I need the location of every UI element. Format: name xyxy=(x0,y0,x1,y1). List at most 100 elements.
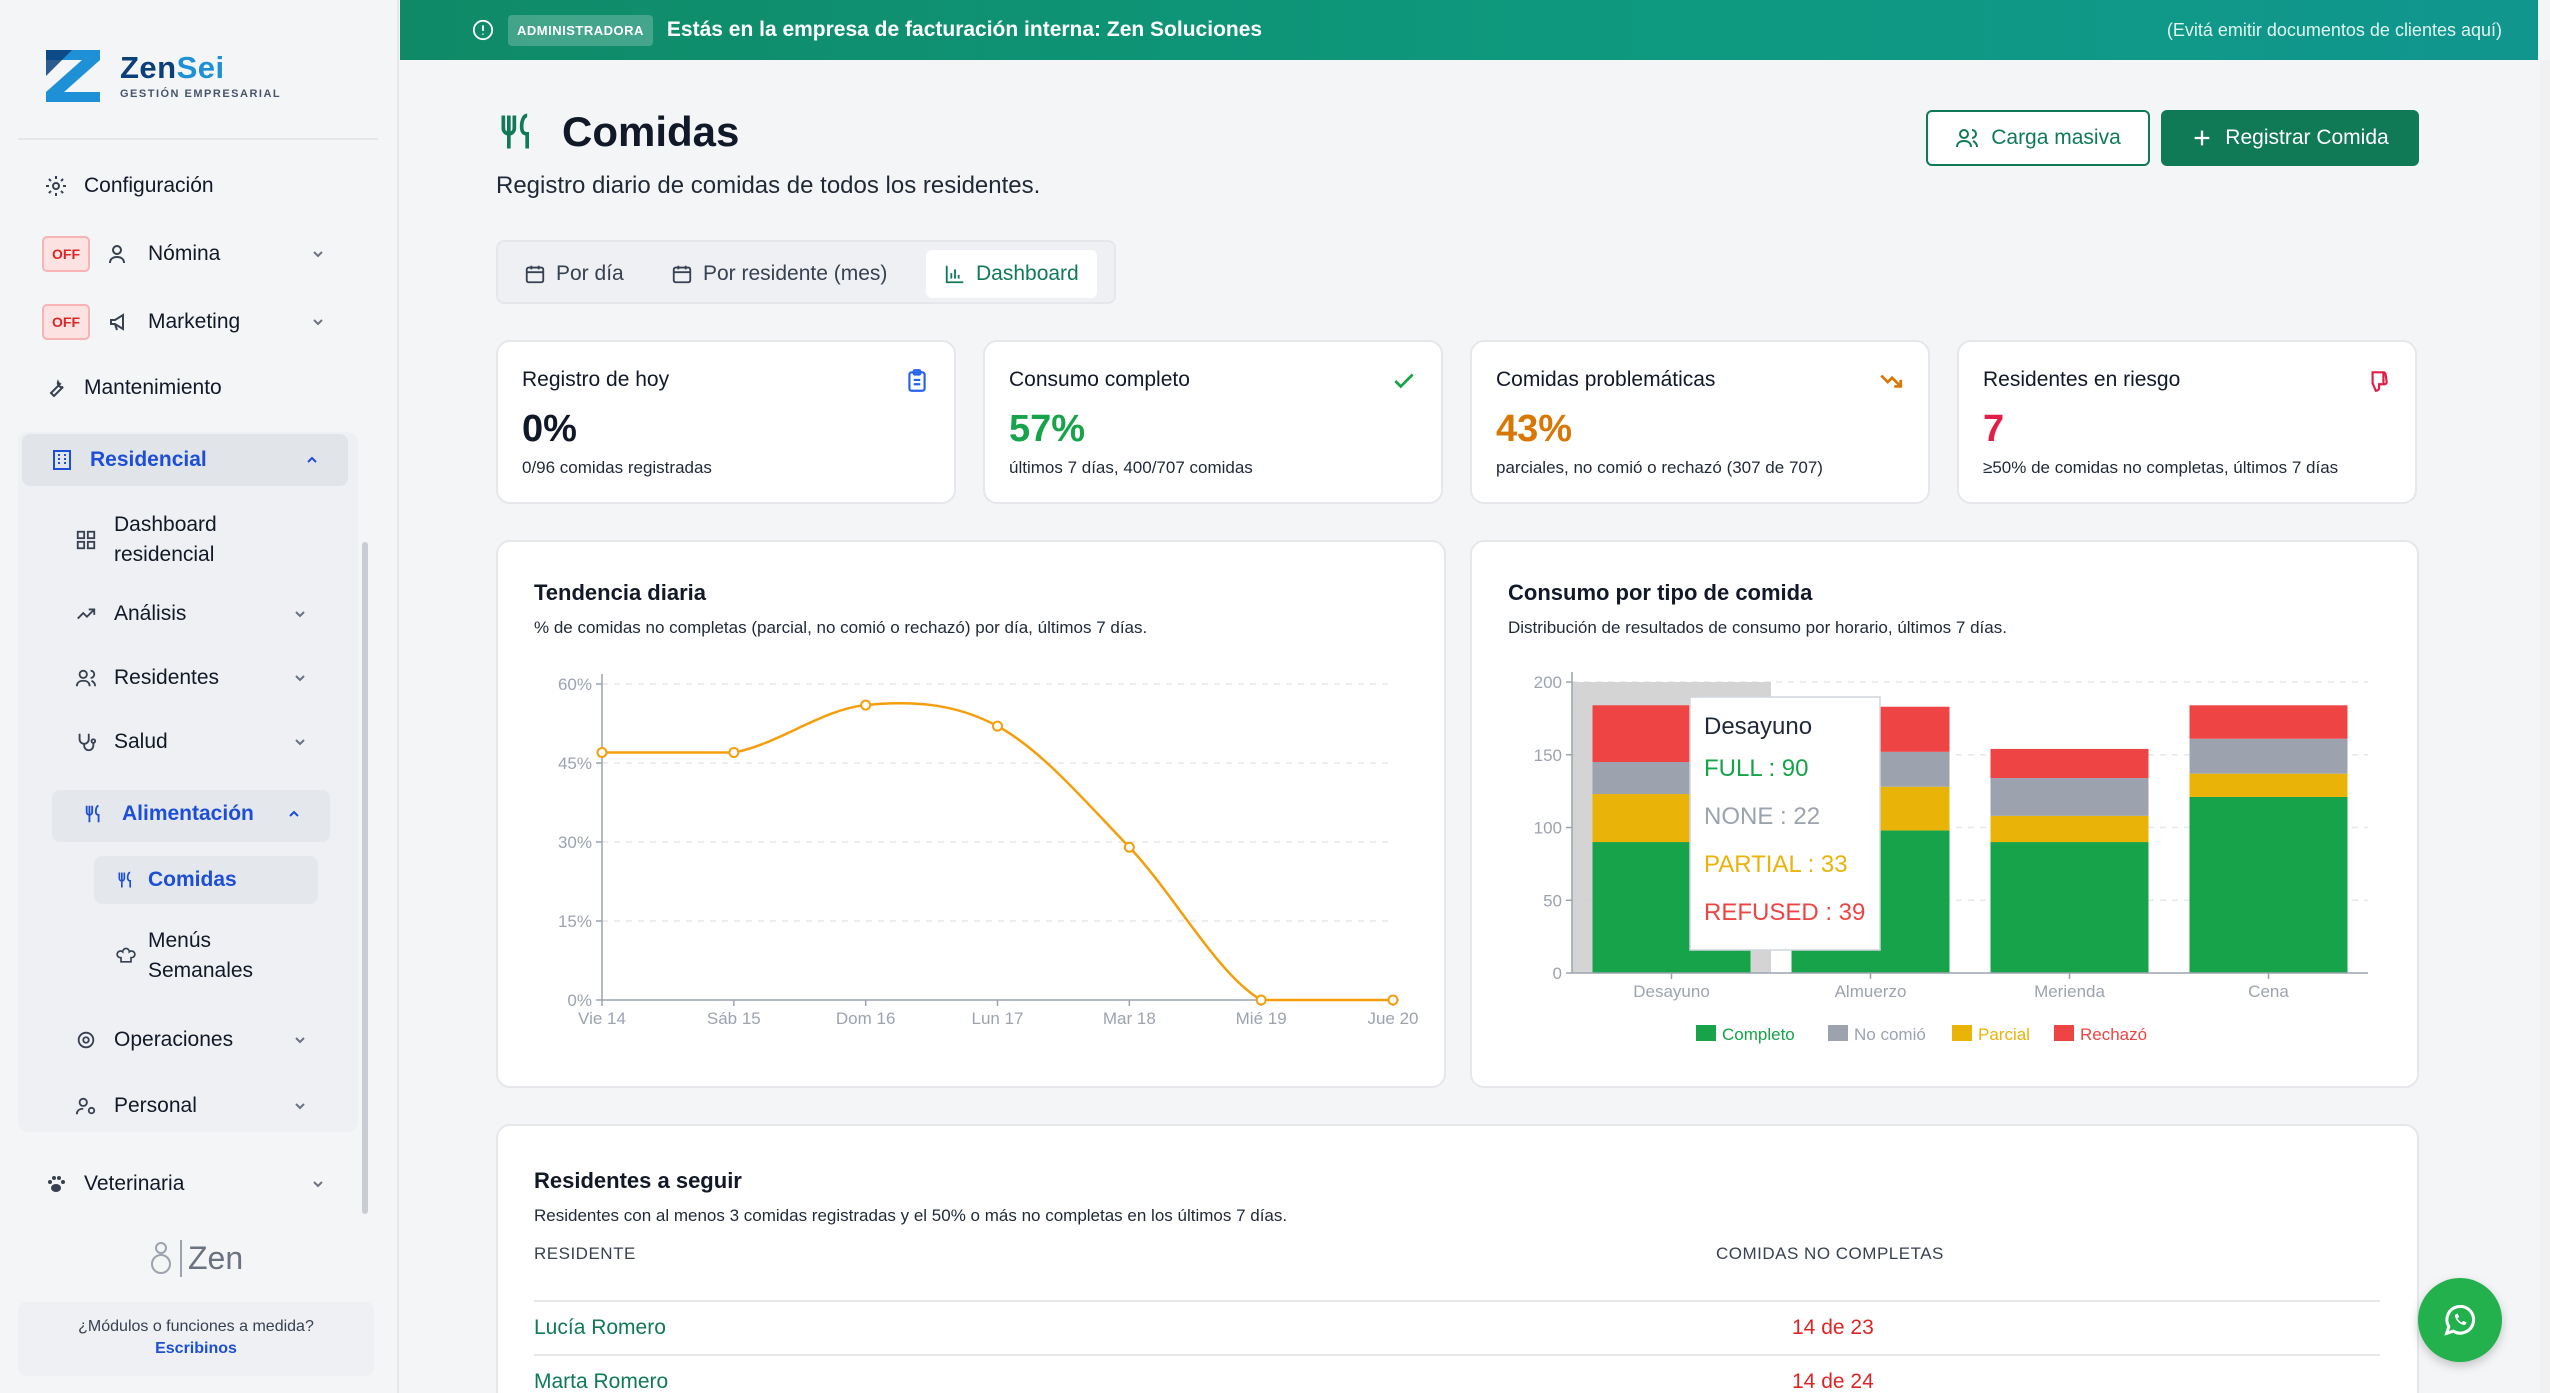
tooltip-line: NONE : 22 xyxy=(1704,803,1820,830)
residencial-header-bg xyxy=(22,434,348,486)
sidebar-item-label: Comidas xyxy=(148,868,237,891)
sidebar-item-configuracion[interactable]: Configuración xyxy=(42,172,214,200)
brand-name-a: Zen xyxy=(120,50,177,85)
gear-icon xyxy=(42,172,70,200)
sidebar-item-residentes[interactable]: Residentes xyxy=(72,664,305,692)
bar-segment xyxy=(2189,738,2348,774)
table-divider xyxy=(534,1300,2380,1302)
chevron-up-icon xyxy=(302,450,322,470)
sidebar-item-label: Residencial xyxy=(90,448,207,471)
kpi-label: Comidas problemáticas xyxy=(1496,368,1716,391)
building-icon xyxy=(48,446,76,474)
brand-name: ZenSei xyxy=(120,50,281,86)
page-scrollbar[interactable] xyxy=(2540,60,2550,1393)
help-link[interactable]: Escribinos xyxy=(155,1340,237,1357)
tab-label: Por residente (mes) xyxy=(703,262,888,285)
bar-segment xyxy=(1990,778,2149,816)
sidebar-item-label: Menús Semanales xyxy=(148,929,254,982)
sidebar: ZenSei GESTIÓN EMPRESARIAL Configuración… xyxy=(0,0,399,1393)
sidebar-item-dashboard-residencial[interactable]: Dashboard residencial xyxy=(72,510,272,570)
sidebar-item-residencial[interactable]: Residencial xyxy=(48,446,317,474)
register-meal-button[interactable]: Registrar Comida xyxy=(2161,110,2419,166)
trend-point xyxy=(728,746,740,758)
brand-subtitle: GESTIÓN EMPRESARIAL xyxy=(120,88,282,100)
comidas-active-bg xyxy=(94,856,318,904)
legend-swatch xyxy=(2054,1025,2074,1041)
x-tick-label: Cena xyxy=(2248,982,2289,1001)
off-badge: OFF xyxy=(42,236,90,272)
page-title-text: Comidas xyxy=(562,108,740,155)
chevron-down-icon xyxy=(290,668,310,688)
x-tick-label: Jue 20 xyxy=(1367,1009,1418,1028)
sidebar-item-operaciones[interactable]: Operaciones xyxy=(72,1026,305,1054)
sidebar-item-comidas[interactable]: Comidas xyxy=(112,866,237,894)
bar-segment xyxy=(1990,842,2149,973)
users-icon xyxy=(1955,126,1979,150)
resident-name-link[interactable]: Marta Romero xyxy=(534,1370,669,1393)
resident-name-link[interactable]: Lucía Romero xyxy=(534,1316,666,1339)
bar-segment xyxy=(1990,815,2149,843)
utensils-icon xyxy=(80,800,108,828)
sidebar-item-salud[interactable]: Salud xyxy=(72,728,305,756)
sidebar-item-marketing[interactable]: OFF Marketing xyxy=(42,304,323,340)
page-title: Comidas xyxy=(496,108,739,156)
off-badge: OFF xyxy=(42,304,90,340)
trend-point xyxy=(596,746,608,758)
trend-series-line xyxy=(602,701,1393,1002)
legend-label: Parcial xyxy=(1978,1025,2030,1044)
sidebar-item-menus-semanales[interactable]: Menús Semanales xyxy=(112,926,278,986)
card-subtitle: Distribución de resultados de consumo po… xyxy=(1508,618,2007,637)
calendar-icon xyxy=(672,265,692,284)
column-header-residente: RESIDENTE xyxy=(534,1244,636,1263)
kpi-value: 43% xyxy=(1496,408,1573,450)
sidebar-item-veterinaria[interactable]: Veterinaria xyxy=(42,1170,323,1198)
y-tick-label: 0% xyxy=(567,991,592,1010)
trend-card: Tendencia diaria % de comidas no complet… xyxy=(496,540,1446,1088)
legend-swatch xyxy=(1696,1025,1716,1041)
brand-logo[interactable]: ZenSei GESTIÓN EMPRESARIAL xyxy=(42,46,281,104)
trend-line-chart: 0% 15% 30% 45% 60% Vie 14 Sáb 15 Dom 16 Lun 17 Ma… xyxy=(558,674,1419,1028)
bar-segment xyxy=(2189,705,2348,739)
check-icon xyxy=(1391,368,1417,394)
sidebar-item-personal[interactable]: Personal xyxy=(72,1092,305,1120)
sidebar-item-label: Personal xyxy=(114,1094,197,1117)
bar-segment xyxy=(2189,773,2348,797)
x-tick-label: Almuerzo xyxy=(1835,982,1907,1001)
trend-point xyxy=(1123,841,1135,853)
bar-segment xyxy=(2189,796,2348,973)
users-icon xyxy=(72,664,100,692)
kpi-registro-hoy: Registro de hoy 0% 0/96 comidas registra… xyxy=(496,340,956,504)
sidebar-item-analisis[interactable]: Análisis xyxy=(72,600,305,628)
whatsapp-button[interactable] xyxy=(2418,1278,2502,1362)
tab-por-dia[interactable]: Por día xyxy=(506,250,642,298)
sidebar-item-label: Alimentación xyxy=(122,802,254,825)
legend-swatch xyxy=(1828,1025,1848,1041)
x-tick-label: Vie 14 xyxy=(578,1009,626,1028)
tooltip-title: Desayuno xyxy=(1704,713,1812,740)
tab-dashboard[interactable]: Dashboard xyxy=(926,250,1097,298)
kpi-description: últimos 7 días, 400/707 comidas xyxy=(1009,458,1253,477)
bulk-upload-label: Carga masiva xyxy=(1991,126,2121,149)
kpi-consumo-completo: Consumo completo 57% últimos 7 días, 400… xyxy=(983,340,1443,504)
paw-icon xyxy=(42,1170,70,1198)
sidebar-item-alimentacion[interactable]: Alimentación xyxy=(80,800,299,828)
y-tick-label: 100 xyxy=(1534,819,1562,838)
clipboard-icon xyxy=(904,368,930,394)
chevron-down-icon xyxy=(290,1096,310,1116)
bulk-upload-button[interactable]: Carga masiva xyxy=(1926,110,2150,166)
tab-por-residente[interactable]: Por residente (mes) xyxy=(653,250,905,298)
sidebar-item-label: Salud xyxy=(114,730,168,753)
sidebar-item-mantenimiento[interactable]: Mantenimiento xyxy=(42,374,222,402)
sidebar-item-label: Mantenimiento xyxy=(84,376,222,399)
chevron-down-icon xyxy=(308,244,328,264)
tooltip-line: REFUSED : 39 xyxy=(1704,899,1865,926)
consumo-card: Consumo por tipo de comida Distribución … xyxy=(1470,540,2419,1088)
x-tick-label: Merienda xyxy=(2034,982,2105,1001)
sidebar-item-label: Configuración xyxy=(84,174,214,197)
sidebar-item-nomina[interactable]: OFF Nómina xyxy=(42,236,323,272)
sidebar-scrollbar[interactable] xyxy=(362,542,368,1214)
resident-incomplete-count: 14 de 24 xyxy=(1792,1370,1874,1393)
sidebar-item-label: Operaciones xyxy=(114,1028,234,1051)
kpi-description: 0/96 comidas registradas xyxy=(522,458,712,477)
y-tick-label: 60% xyxy=(558,675,592,694)
